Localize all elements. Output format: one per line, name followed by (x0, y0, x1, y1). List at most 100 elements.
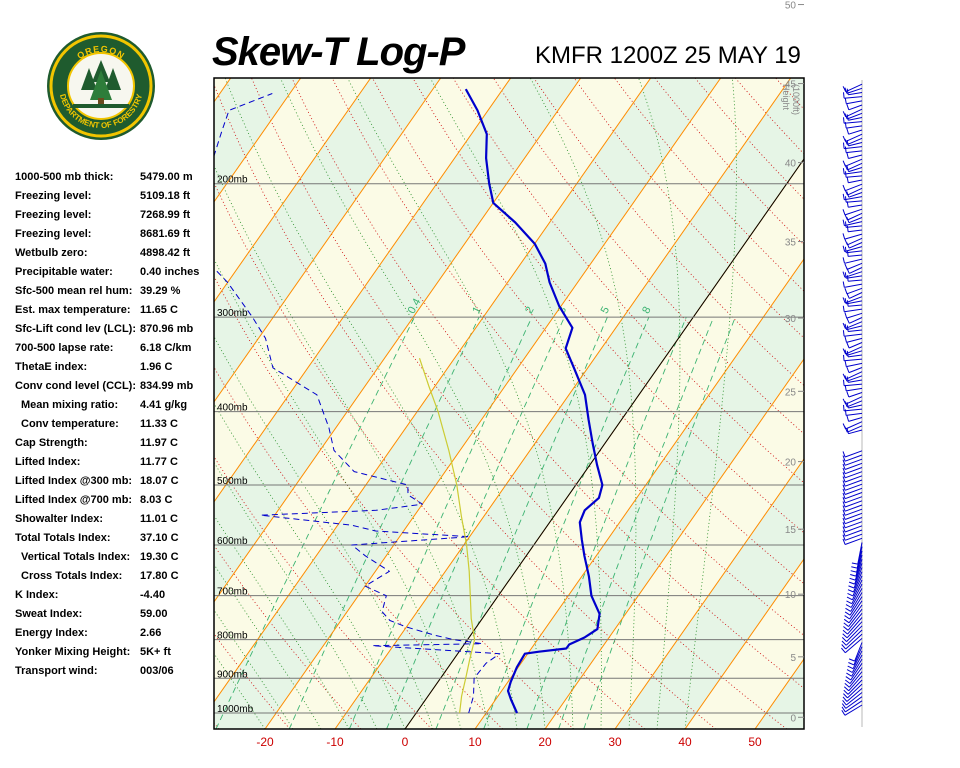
wind-barb (850, 592, 863, 612)
wind-barb (846, 125, 863, 129)
dry-adiabat-line (816, 78, 960, 729)
wind-barb (844, 121, 863, 124)
dry-adiabat-line (214, 722, 220, 729)
temperature-tick-label: 20 (538, 735, 552, 749)
isobar-label: 900mb (217, 669, 248, 680)
parameter-row: K Index: -4.40 (15, 586, 210, 605)
parameter-label: Cap Strength: (15, 437, 88, 449)
wind-barb-flag (844, 336, 847, 343)
wind-barb-flag (842, 135, 847, 142)
wind-barb (848, 142, 863, 147)
wind-barb (848, 167, 863, 173)
wind-barb (850, 663, 863, 681)
wind-barb (845, 133, 863, 143)
wind-barb-flag (845, 221, 847, 228)
wind-barb-flag (842, 480, 846, 487)
wind-barb (848, 329, 863, 332)
wind-barb (844, 408, 863, 412)
wind-barb (845, 296, 863, 304)
wind-barb-flag (842, 423, 847, 430)
wind-barb (848, 354, 863, 358)
wind-barb-flag (846, 325, 849, 332)
mixing-ratio-label: 2 (523, 305, 536, 316)
wind-barb-flag (842, 497, 846, 503)
wind-barb (844, 246, 863, 252)
parameter-label: Transport wind: (15, 665, 98, 677)
wind-barb (846, 687, 863, 702)
plot-frame (213, 77, 805, 730)
parameter-row: Freezing level: 5109.18 ft (15, 187, 210, 206)
wind-barb-flag (846, 88, 849, 95)
wind-barb (846, 87, 863, 94)
wind-barb (854, 563, 863, 585)
wind-barb-flag (842, 348, 847, 355)
wind-barb (848, 379, 863, 383)
dry-adiabat-line (372, 78, 804, 585)
wind-barb (848, 242, 863, 249)
wind-barb (853, 567, 863, 589)
parameter-row: Conv temperature: 11.33 C (15, 415, 210, 434)
wind-barb-flag (843, 404, 845, 411)
wind-barb (846, 375, 863, 382)
wind-barb (848, 92, 863, 96)
wind-barb (845, 371, 863, 380)
wind-barb-flag (842, 160, 846, 167)
height-tick-label: 30 (785, 314, 797, 325)
parameter-value: 1.96 C (140, 361, 173, 373)
wind-barb-flag (842, 455, 846, 462)
wind-barb-flag (844, 349, 848, 356)
parameter-label: Conv cond level (CCL): (15, 380, 137, 392)
dry-adiabat-line (533, 78, 804, 386)
height-tick-label: 0 (790, 713, 796, 724)
wind-barb (847, 262, 863, 270)
wind-barb (853, 646, 863, 666)
wind-barb-flag (842, 492, 846, 499)
wind-barb (848, 229, 863, 233)
wind-barb (856, 550, 863, 573)
wind-barb (844, 512, 863, 520)
wind-barb (844, 521, 863, 529)
wind-barb-flag (842, 257, 845, 264)
wind-barb (848, 104, 863, 111)
wind-barb-flag (846, 191, 850, 198)
wind-barb (848, 179, 863, 184)
wind-barb-flag (847, 665, 854, 670)
mixing-ratio-label: 1 (470, 305, 483, 316)
wind-barb (851, 658, 863, 677)
parameter-label: Precipitable water: (15, 266, 113, 278)
wind-barb-flag (842, 322, 846, 329)
isotherm-line (334, 78, 792, 729)
wind-barb (845, 700, 863, 713)
wind-barb-flag (844, 312, 848, 319)
isobar-label: 700mb (217, 587, 248, 598)
parameter-value: 11.65 C (140, 304, 178, 316)
wind-barb (848, 279, 863, 282)
dry-adiabat-line (214, 83, 717, 729)
temperature-bands (0, 78, 804, 729)
isotherm-line (0, 78, 91, 729)
moist-adiabat-line (429, 78, 602, 729)
parameter-label: Lifted Index @700 mb: (15, 494, 133, 506)
wind-barb (845, 321, 863, 330)
wind-barb-flag (842, 297, 846, 304)
parameter-label: Energy Index: (15, 627, 88, 639)
wind-barb (848, 429, 863, 435)
wind-barb-flag (842, 629, 848, 635)
wind-barb (846, 621, 863, 639)
wind-barb-flag (849, 577, 856, 581)
wind-barb (852, 650, 863, 669)
height-tick-label: 5 (790, 653, 796, 664)
parameter-row: Sweat Index: 59.00 (15, 605, 210, 624)
wind-barb (848, 192, 863, 198)
parameter-label: Mean mixing ratio: (21, 399, 119, 411)
temperature-tick-label: 50 (748, 735, 762, 749)
temperature-tick-label: 10 (468, 735, 482, 749)
isotherm-band (0, 78, 161, 729)
isobar-label: 300mb (217, 308, 248, 319)
wind-barb-flag (844, 263, 848, 270)
wind-barb (845, 396, 863, 405)
parameter-row: Yonker Mixing Height: 5K+ ft (15, 643, 210, 662)
wind-barb-flag (842, 522, 846, 528)
wind-barb (846, 387, 863, 392)
wind-barb-flag (843, 689, 849, 695)
